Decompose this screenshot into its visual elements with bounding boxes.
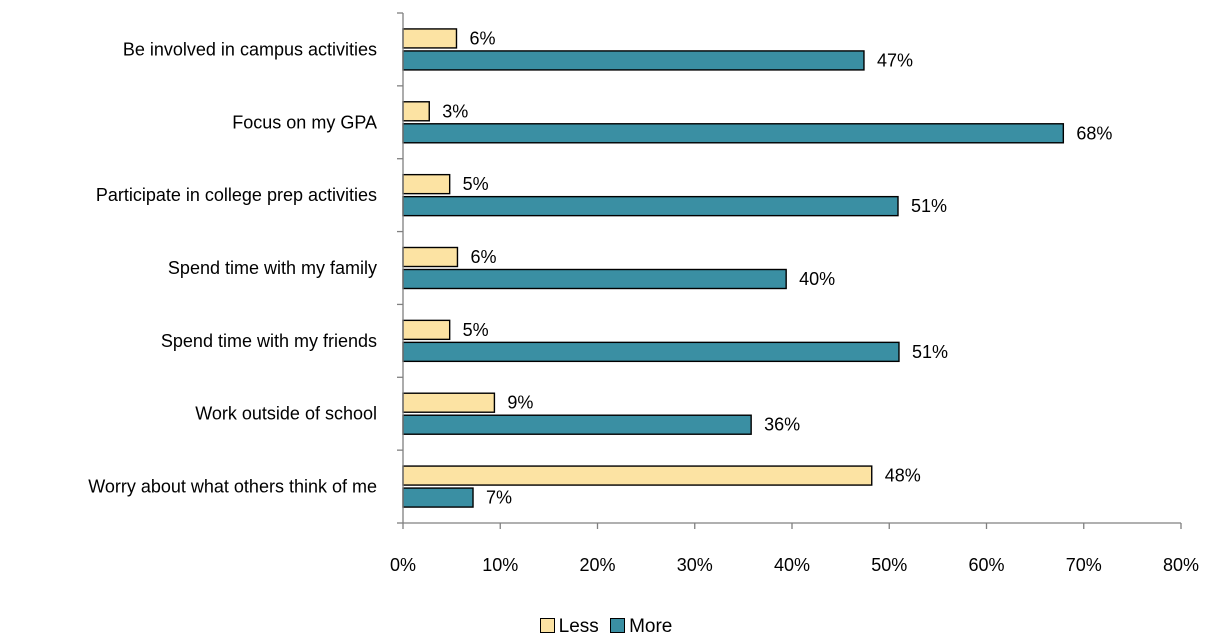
x-tick-label-2: 20%: [579, 555, 615, 575]
data-label-less-4: 6%: [470, 247, 496, 267]
data-label-more-1: 47%: [877, 50, 913, 70]
category-label-3: Participate in college prep activities: [96, 185, 377, 205]
legend-swatch-less: [539, 618, 555, 633]
data-label-more-7: 7%: [486, 488, 512, 508]
data-label-less-7: 48%: [885, 466, 921, 486]
x-tick-label-5: 50%: [871, 555, 907, 575]
data-label-more-6: 36%: [764, 415, 800, 435]
bar-more-1: [402, 50, 865, 71]
x-tick-label-0: 0%: [390, 555, 416, 575]
bar-more-6: [402, 414, 752, 435]
bar-less-4: [402, 246, 459, 268]
category-label-4: Spend time with my family: [168, 258, 377, 278]
x-tick-label-6: 60%: [968, 555, 1004, 575]
category-label-7: Worry about what others think of me: [88, 477, 377, 497]
bar-more-3: [402, 195, 899, 217]
bar-more-7: [402, 487, 474, 508]
bar-less-5: [402, 319, 451, 341]
bar-less-2: [402, 101, 430, 122]
bar-less-7: [402, 465, 873, 486]
bar-less-1: [402, 28, 458, 49]
data-label-more-3: 51%: [911, 196, 947, 216]
bar-less-6: [402, 392, 496, 413]
category-label-2: Focus on my GPA: [232, 112, 377, 132]
x-tick-label-8: 80%: [1163, 555, 1199, 575]
legend-swatch-more: [610, 618, 626, 633]
data-label-less-5: 5%: [463, 320, 489, 340]
legend-item-more: More: [610, 616, 672, 638]
legend: Less More: [0, 616, 1212, 638]
category-label-6: Work outside of school: [195, 404, 377, 424]
legend-item-less: Less: [539, 616, 599, 638]
x-tick-label-3: 30%: [677, 555, 713, 575]
bar-more-2: [402, 123, 1065, 144]
legend-label-more: More: [629, 616, 673, 637]
data-label-more-4: 40%: [799, 269, 835, 289]
bar-more-4: [402, 268, 787, 290]
data-label-less-6: 9%: [507, 393, 533, 413]
x-tick-label-1: 10%: [482, 555, 518, 575]
data-label-less-2: 3%: [442, 101, 468, 121]
data-label-more-2: 68%: [1076, 123, 1112, 143]
legend-label-less: Less: [558, 616, 599, 637]
x-tick-label-7: 70%: [1066, 555, 1102, 575]
data-label-less-1: 6%: [469, 28, 495, 48]
x-tick-label-4: 40%: [774, 555, 810, 575]
category-label-5: Spend time with my friends: [161, 331, 377, 351]
data-label-less-3: 5%: [463, 174, 489, 194]
category-label-1: Be involved in campus activities: [123, 39, 377, 59]
bar-more-5: [402, 341, 900, 363]
data-label-more-5: 51%: [912, 342, 948, 362]
bar-less-3: [402, 173, 451, 195]
